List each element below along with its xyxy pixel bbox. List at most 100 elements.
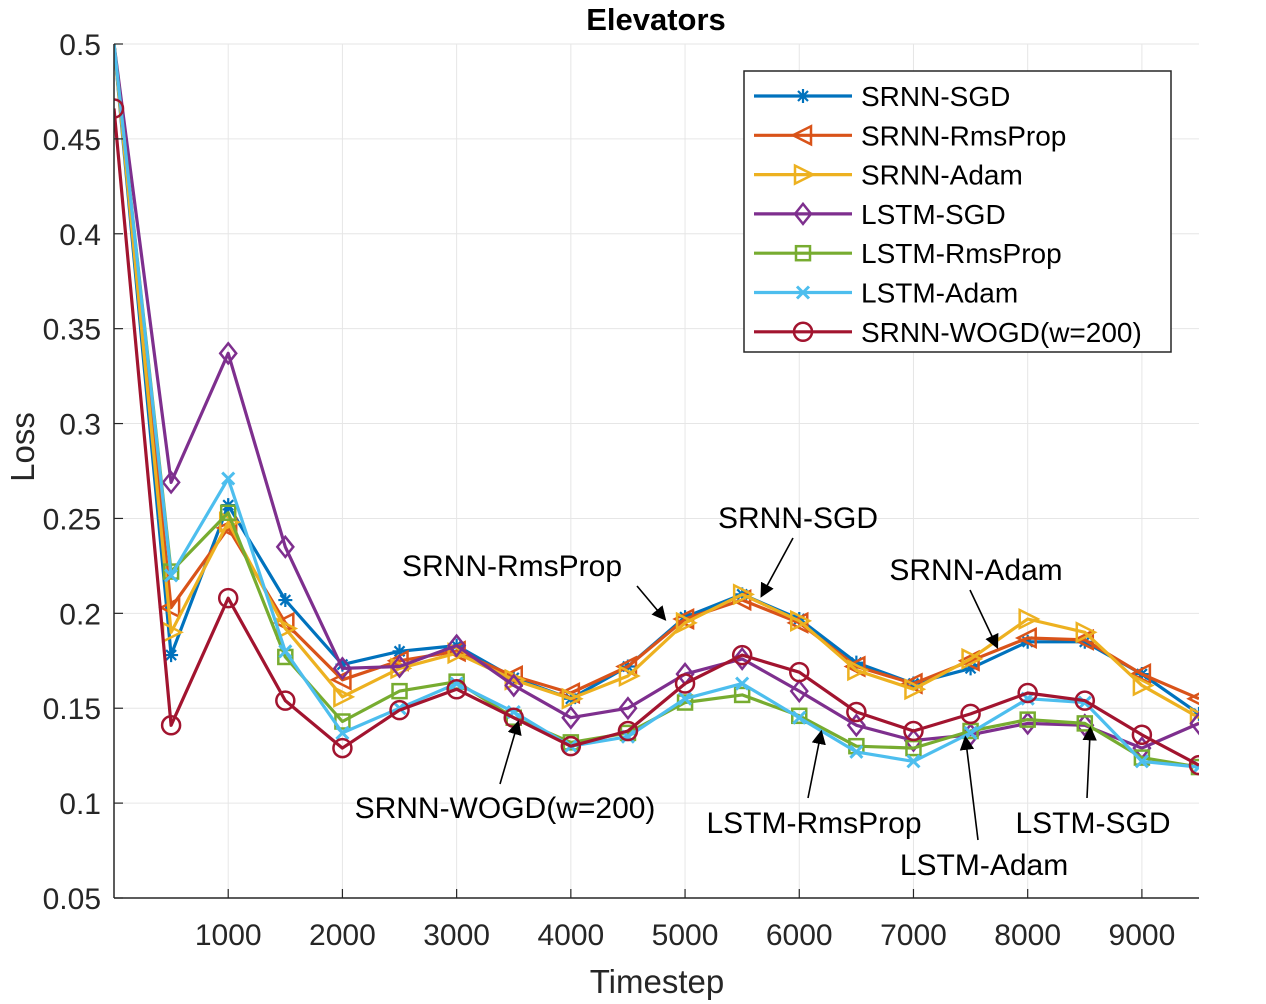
legend: SRNN-SGD SRNN-RmsProp SRNN-Adam LSTM-SGD LST… [743,70,1172,353]
data-point [735,676,750,691]
data-point [617,720,639,742]
data-point [219,504,237,522]
data-point [846,701,867,723]
y-tick-label: 0.1 [59,788,101,821]
data-point [278,593,293,608]
y-tick-label: 0.5 [59,29,101,62]
data-point [906,754,921,769]
annotation: LSTM-SGD [1015,725,1171,840]
data-point [333,685,356,708]
annotation-arrow [1082,725,1097,799]
data-point [114,98,125,119]
data-point [504,673,524,698]
data-point [389,654,410,679]
data-point [275,690,296,711]
x-tick-label: 1000 [195,919,262,952]
legend-label: SRNN-WOGD(w=200) [861,317,1142,348]
data-point [675,611,698,634]
annotation: LSTM-RmsProp [706,729,922,840]
data-point [733,686,751,704]
data-point [332,656,353,681]
annotation: SRNN-SGD [718,502,878,598]
legend-marker [795,285,811,300]
y-tick-label: 0.2 [59,598,101,631]
series-srnn-wogd-w-200- [114,98,1199,776]
series-line [114,44,1199,701]
data-point [789,679,809,704]
annotation-label: SRNN-SGD [718,502,878,535]
legend-marker [792,321,814,343]
series-line [114,44,1199,720]
data-point [560,735,582,757]
data-point [447,642,470,665]
legend-marker [790,124,813,147]
annotation-arrow [499,720,522,785]
annotation-label: LSTM-Adam [900,849,1068,882]
data-point [161,470,181,495]
data-point [1186,692,1199,706]
data-point [217,587,239,609]
data-point [1074,690,1096,711]
data-point [447,633,467,658]
legend-item: LSTM-RmsProp [754,238,1062,269]
x-tick-label: 3000 [423,919,490,952]
data-point [1018,608,1041,631]
annotation-label: LSTM-SGD [1015,807,1170,840]
series-group [114,44,1199,776]
data-point [1019,711,1036,728]
data-point [960,703,981,725]
legend-label: LSTM-Adam [861,278,1018,309]
legend-marker [793,201,813,226]
data-point [618,664,641,687]
legend-label: SRNN-SGD [861,81,1010,112]
data-point [792,710,807,725]
legend-label: LSTM-RmsProp [861,238,1062,269]
annotation: SRNN-WOGD(w=200) [355,720,655,825]
data-point [789,661,810,683]
x-tick-label: 6000 [766,919,833,952]
y-tick-label: 0.15 [43,693,101,726]
data-point [164,648,179,663]
data-point [506,670,521,685]
data-point [904,678,927,701]
axes: 1000 2000 3000 4000 5000 6000 7000 8000 9000 0.05… [43,29,1199,952]
data-point [1075,621,1098,644]
legend-marker [794,244,812,262]
data-point [449,676,464,691]
legend-item: LSTM-Adam [754,278,1018,309]
legend-label: SRNN-Adam [861,160,1023,191]
annotation-label: SRNN-Adam [889,554,1062,587]
legend-label: SRNN-RmsProp [861,120,1066,151]
annotation-arrow [760,537,794,598]
annotation-label: LSTM-RmsProp [706,807,921,840]
legend-item: SRNN-Adam [754,160,1023,191]
data-point [677,691,693,706]
data-point [791,707,808,725]
data-point [335,657,350,672]
x-tick-label: 7000 [880,919,947,952]
data-point [275,534,295,559]
chart-title: Elevators [586,2,726,37]
legend-marker [793,163,816,186]
y-tick-label: 0.45 [43,124,101,157]
data-point [160,715,182,736]
x-tick-label: 4000 [537,919,604,952]
annotation-arrow [807,729,826,799]
data-point [1134,754,1149,769]
series-line [114,44,1199,769]
data-point [1017,682,1038,704]
data-point [218,341,238,366]
data-point [790,609,813,632]
data-point [1132,674,1155,697]
data-point [674,673,696,694]
data-point [846,713,866,738]
data-point [732,583,755,606]
x-tick-label: 8000 [994,919,1061,952]
data-point [849,744,864,759]
data-point [1077,634,1092,649]
annotation-arrow [959,735,979,841]
data-point [1188,754,1199,776]
data-point [335,725,350,740]
data-point [1189,706,1199,729]
